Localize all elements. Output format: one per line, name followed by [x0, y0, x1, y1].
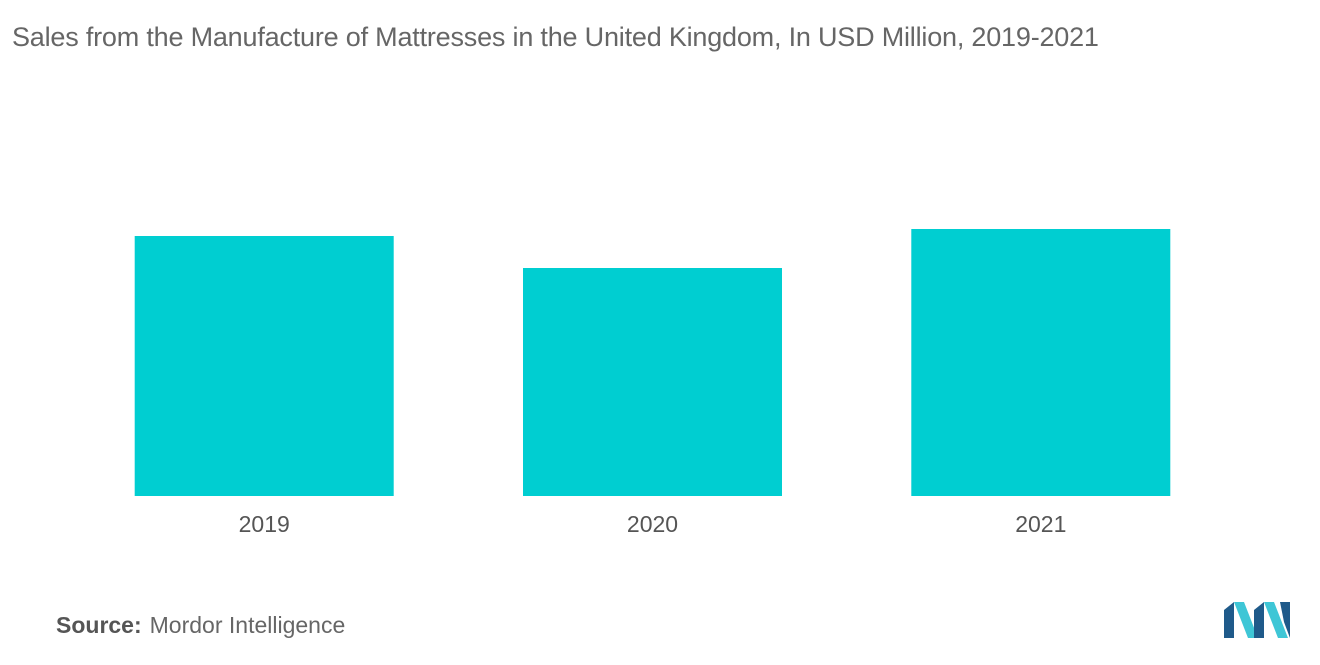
bar-2021	[911, 229, 1171, 496]
x-tick-label-2020: 2020	[627, 511, 678, 537]
source-line: Source: Mordor Intelligence	[56, 612, 345, 639]
mordor-intelligence-logo-icon	[1224, 602, 1290, 638]
x-tick-label-2021: 2021	[1015, 511, 1066, 537]
source-label: Source:	[56, 612, 142, 638]
chart-title: Sales from the Manufacture of Mattresses…	[12, 22, 1099, 52]
source-text: Mordor Intelligence	[149, 612, 346, 638]
bar-2019	[134, 236, 394, 496]
bar-2020	[523, 268, 782, 496]
x-tick-label-2019: 2019	[239, 511, 290, 537]
